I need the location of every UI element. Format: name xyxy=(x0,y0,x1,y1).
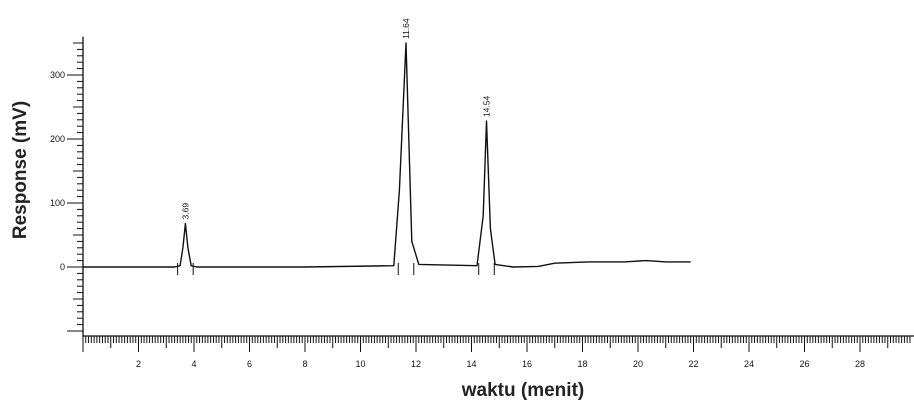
y-tick-label: 300 xyxy=(50,70,65,80)
x-tick-label: 22 xyxy=(688,359,698,369)
y-axis: 0 100 200 300 xyxy=(50,36,84,338)
y-axis-title: Response (mV) xyxy=(10,101,31,239)
x-axis: 2 4 6 8 10 12 14 16 18 20 22 24 26 28 xyxy=(82,335,914,369)
x-tick-label: 20 xyxy=(633,359,643,369)
x-tick-label: 6 xyxy=(247,359,252,369)
x-tick-label: 18 xyxy=(577,359,587,369)
y-tick-label: 200 xyxy=(50,134,65,144)
x-tick-label: 28 xyxy=(855,359,865,369)
x-tick-label: 24 xyxy=(744,359,754,369)
peak-label: 3.69 xyxy=(180,203,190,220)
x-tick-label: 2 xyxy=(136,359,141,369)
x-tick-label: 14 xyxy=(466,359,476,369)
chromatogram-trace xyxy=(83,42,691,268)
x-tick-label: 26 xyxy=(799,359,809,369)
x-tick-label: 10 xyxy=(355,359,365,369)
x-tick-label: 12 xyxy=(411,359,421,369)
x-axis-title: waktu (menit) xyxy=(461,380,584,401)
x-tick-label: 4 xyxy=(191,359,196,369)
x-tick-label: 16 xyxy=(522,359,532,369)
x-tick-label: 8 xyxy=(302,359,307,369)
y-tick-label: 0 xyxy=(60,262,65,272)
peak-integration-markers xyxy=(177,263,495,275)
peak-labels: 3.69 11.64 14.54 xyxy=(180,18,491,219)
peak-label: 14.54 xyxy=(481,96,491,118)
y-tick-label: 100 xyxy=(50,198,65,208)
peak-label: 11.64 xyxy=(401,18,411,39)
